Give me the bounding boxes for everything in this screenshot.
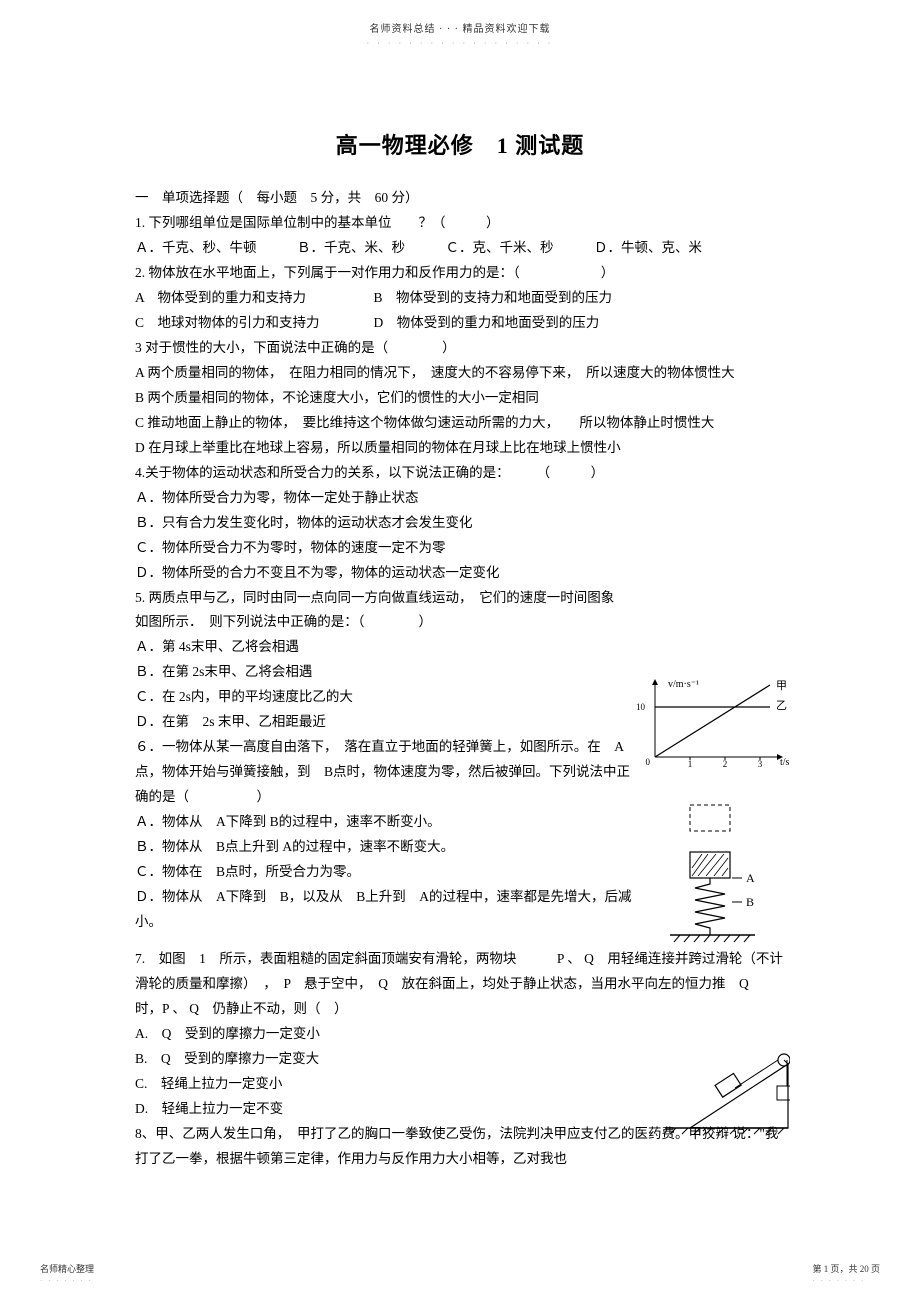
section-header: 一 单项选择题（ 每小题 5 分，共 60 分）: [135, 186, 785, 211]
header-note: 名师资料总结 · · · 精品资料欢迎下载: [135, 20, 785, 35]
q4-d: Ｄ．物体所受的合力不变且不为零，物体的运动状态一定变化: [135, 561, 785, 586]
q3-d: D 在月球上举重比在地球上容易，所以质量相同的物体在月球上比在地球上惯性小: [135, 436, 785, 461]
header-dots: · · · · · · · · · · · · · · · · · ·: [135, 39, 785, 48]
q7: 7. 如图 1 所示，表面粗糙的固定斜面顶端安有滑轮，两物块 P 、 Q 用轻绳…: [135, 947, 785, 1022]
svg-text:10: 10: [636, 702, 646, 712]
q3-a: A 两个质量相同的物体， 在阻力相同的情况下， 速度大的不容易停下来， 所以速度…: [135, 361, 785, 386]
y-axis-label: v/m·s⁻¹: [668, 679, 699, 690]
series-label-jia: 甲: [776, 680, 787, 692]
q5-a: Ａ．第 4s末甲、乙将会相遇: [135, 635, 785, 660]
q5: 5. 两质点甲与乙，同时由同一点向同一方向做直线运动， 它们的速度一时间图象如图…: [135, 586, 785, 636]
footer-left-text: 名师精心整理: [40, 1264, 94, 1274]
q2-opt-cd: C 地球对物体的引力和支持力 D 物体受到的重力和地面受到的压力: [135, 311, 785, 336]
vt-chart: 1 2 3 10 0 v/m·s⁻¹ t/s 甲 乙: [630, 677, 790, 767]
x-axis-label: t/s: [780, 757, 790, 767]
q3-c: C 推动地面上静止的物体， 要比维持这个物体做匀速运动所需的力大， 所以物体静止…: [135, 411, 785, 436]
footer-dots-left: · · · · · · ·: [40, 1277, 93, 1285]
q4-c: Ｃ．物体所受合力不为零时，物体的速度一定不为零: [135, 536, 785, 561]
page-title: 高一物理必修 1 测试题: [135, 128, 785, 160]
q7-a: A. Q 受到的摩擦力一定变小: [135, 1022, 785, 1047]
footer-right-text: 第 1 页，共 20 页: [812, 1264, 880, 1274]
svg-text:1: 1: [688, 759, 693, 767]
svg-text:0: 0: [646, 757, 651, 767]
q2-opt-ab: A 物体受到的重力和支持力 B 物体受到的支持力和地面受到的压力: [135, 286, 785, 311]
q1-options: Ａ．千克、秒、牛顿 Ｂ．千克、米、秒 Ｃ．克、千米、秒 Ｄ．牛顿、克、米: [135, 236, 785, 261]
label-a: A: [746, 871, 755, 885]
q4-b: Ｂ．只有合力发生变化时，物体的运动状态才会发生变化: [135, 511, 785, 536]
label-b: B: [746, 895, 754, 909]
q3-b: B 两个质量相同的物体，不论速度大小，它们的惯性的大小一定相同: [135, 386, 785, 411]
footer-left: 名师精心整理 · · · · · · ·: [40, 1262, 94, 1285]
footer-right: 第 1 页，共 20 页 · · · · · · ·: [812, 1262, 880, 1285]
svg-text:3: 3: [758, 759, 763, 767]
page: 名师资料总结 · · · 精品资料欢迎下载 · · · · · · · · · …: [0, 0, 920, 1303]
q1: 1. 下列哪组单位是国际单位制中的基本单位 ？（ ）: [135, 211, 785, 236]
q4: 4.关于物体的运动状态和所受合力的关系，以下说法正确的是： （ ）: [135, 461, 785, 486]
incline-diagram: [660, 1046, 790, 1136]
footer-dots-right: · · · · · · ·: [812, 1277, 865, 1285]
series-label-yi: 乙: [776, 699, 787, 712]
q3: 3 对于惯性的大小，下面说法中正确的是（ ）: [135, 336, 785, 361]
q2: 2. 物体放在水平地面上，下列属于一对作用力和反作用力的是：（ ）: [135, 261, 785, 286]
svg-text:2: 2: [723, 759, 728, 767]
spring-diagram: A B: [660, 800, 770, 950]
q4-a: Ａ．物体所受合力为零，物体一定处于静止状态: [135, 486, 785, 511]
